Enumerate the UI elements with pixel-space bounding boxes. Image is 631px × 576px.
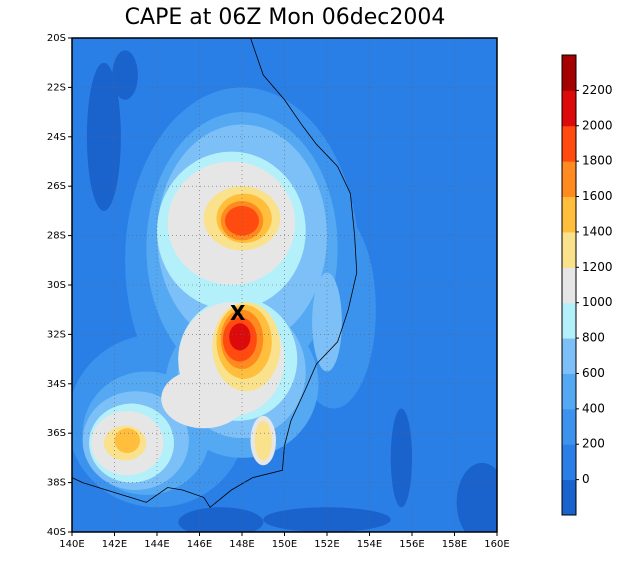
cape-contour xyxy=(456,462,497,532)
colorbar-swatch xyxy=(562,302,576,339)
colorbar-label: 1000 xyxy=(582,295,613,309)
colorbar-swatch xyxy=(562,444,576,481)
y-tick-label: 34S xyxy=(47,379,66,390)
colorbar-label: 200 xyxy=(582,437,605,451)
x-tick-label: 146E xyxy=(187,539,212,550)
colorbar-label: 800 xyxy=(582,331,605,345)
colorbar-swatch xyxy=(562,338,576,374)
x-tick-label: 154E xyxy=(357,539,382,550)
colorbar-label: 400 xyxy=(582,401,605,415)
colorbar-swatch xyxy=(562,231,576,268)
colorbar-label: 2000 xyxy=(582,118,613,132)
x-tick-label: 144E xyxy=(144,539,169,550)
colorbar-label: 0 xyxy=(582,472,590,486)
cape-contour xyxy=(114,428,140,453)
x-tick-label: 158E xyxy=(442,539,467,550)
cape-contour xyxy=(86,62,121,211)
coastline xyxy=(72,38,358,508)
y-tick-label: 22S xyxy=(47,82,66,93)
cape-field xyxy=(72,38,497,532)
y-tick-label: 30S xyxy=(47,280,66,291)
x-tick-label: 142E xyxy=(102,539,127,550)
colorbar-swatch xyxy=(562,196,576,233)
colorbar-swatch xyxy=(562,373,576,410)
colorbar-swatch xyxy=(562,125,576,162)
y-tick-label: 32S xyxy=(47,329,66,340)
x-tick-label: 150E xyxy=(272,539,297,550)
y-tick-label: 20S xyxy=(47,33,66,44)
cape-contour xyxy=(229,323,251,351)
y-tick-label: 40S xyxy=(47,527,66,538)
overlay: 140E 142E 144E 146E 148E 150E 152E 154E 156E 158E… xyxy=(47,33,613,550)
y-tick-label: 26S xyxy=(47,181,66,192)
cape-contour xyxy=(112,50,138,100)
colorbar-label: 1600 xyxy=(582,189,613,203)
colorbar-swatch xyxy=(562,479,576,516)
cape-contour xyxy=(225,205,259,236)
x-tick-label: 156E xyxy=(399,539,424,550)
cape-contour xyxy=(390,408,412,508)
y-tick-label: 38S xyxy=(47,478,66,489)
colorbar-label: 1400 xyxy=(582,224,613,238)
x-tick-label: 148E xyxy=(229,539,254,550)
cape-contour xyxy=(254,420,272,461)
cape-contour xyxy=(178,507,264,532)
colorbar-frame xyxy=(561,54,577,516)
y-tick-label: 36S xyxy=(47,428,66,439)
colorbar-swatch xyxy=(562,90,576,127)
colorbar-label: 600 xyxy=(582,366,605,380)
colorbar-swatch xyxy=(562,408,576,445)
plot-frame xyxy=(71,37,498,533)
colorbar-swatch xyxy=(562,161,576,198)
colorbar-swatch xyxy=(562,267,576,304)
y-tick-label: 24S xyxy=(47,132,66,143)
colorbar-swatch xyxy=(562,55,576,91)
colorbar-label: 1200 xyxy=(582,260,613,274)
colorbar-label: 1800 xyxy=(582,154,613,168)
cape-contour xyxy=(263,507,391,532)
colorbar-label: 2200 xyxy=(582,83,613,97)
x-tick-label: 140E xyxy=(59,539,84,550)
location-marker: X xyxy=(230,301,246,325)
x-tick-label: 160E xyxy=(484,539,509,550)
y-tick-label: 28S xyxy=(47,231,66,242)
map-title: CAPE at 06Z Mon 06dec2004 xyxy=(125,5,446,30)
x-tick-label: 152E xyxy=(314,539,339,550)
